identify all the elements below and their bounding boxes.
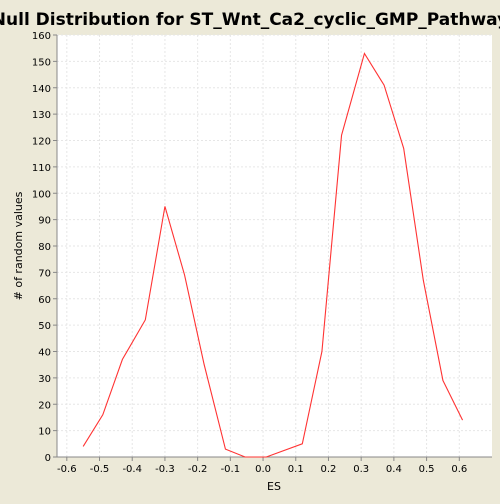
x-tick-label: 0.0 xyxy=(255,464,271,475)
y-tick-label: 100 xyxy=(32,189,51,200)
y-tick-label: 40 xyxy=(38,348,51,359)
x-axis-label: ES xyxy=(267,480,281,493)
y-tick-label: 20 xyxy=(38,400,51,411)
x-tick-label: 0.4 xyxy=(386,464,402,475)
y-tick-label: 10 xyxy=(38,427,51,438)
y-tick-label: 80 xyxy=(38,242,51,253)
x-tick-label: 0.6 xyxy=(451,464,467,475)
y-tick-label: 0 xyxy=(45,453,51,464)
x-tick-label: 0.1 xyxy=(288,464,304,475)
y-tick-label: 70 xyxy=(38,268,51,279)
chart-title: Null Distribution for ST_Wnt_Ca2_cyclic_… xyxy=(0,10,500,30)
y-tick-label: 140 xyxy=(32,84,51,95)
y-tick-label: 50 xyxy=(38,321,51,332)
y-tick-label: 150 xyxy=(32,57,51,68)
y-tick-label: 130 xyxy=(32,110,51,121)
y-tick-label: 30 xyxy=(38,374,51,385)
x-tick-label: 0.5 xyxy=(419,464,435,475)
y-tick-label: 160 xyxy=(32,31,51,42)
x-tick-label: -0.1 xyxy=(221,464,241,475)
x-tick-label: 0.3 xyxy=(353,464,369,475)
y-tick-label: 90 xyxy=(38,216,51,227)
x-tick-label: -0.3 xyxy=(155,464,175,475)
y-tick-label: 110 xyxy=(32,163,51,174)
y-tick-label: 120 xyxy=(32,137,51,148)
x-tick-label: -0.5 xyxy=(90,464,110,475)
y-tick-label: 60 xyxy=(38,295,51,306)
x-tick-label: -0.2 xyxy=(188,464,208,475)
x-tick-label: 0.2 xyxy=(321,464,337,475)
y-axis-label: # of random values xyxy=(12,191,25,300)
x-tick-label: -0.4 xyxy=(122,464,142,475)
x-tick-label: -0.6 xyxy=(57,464,77,475)
